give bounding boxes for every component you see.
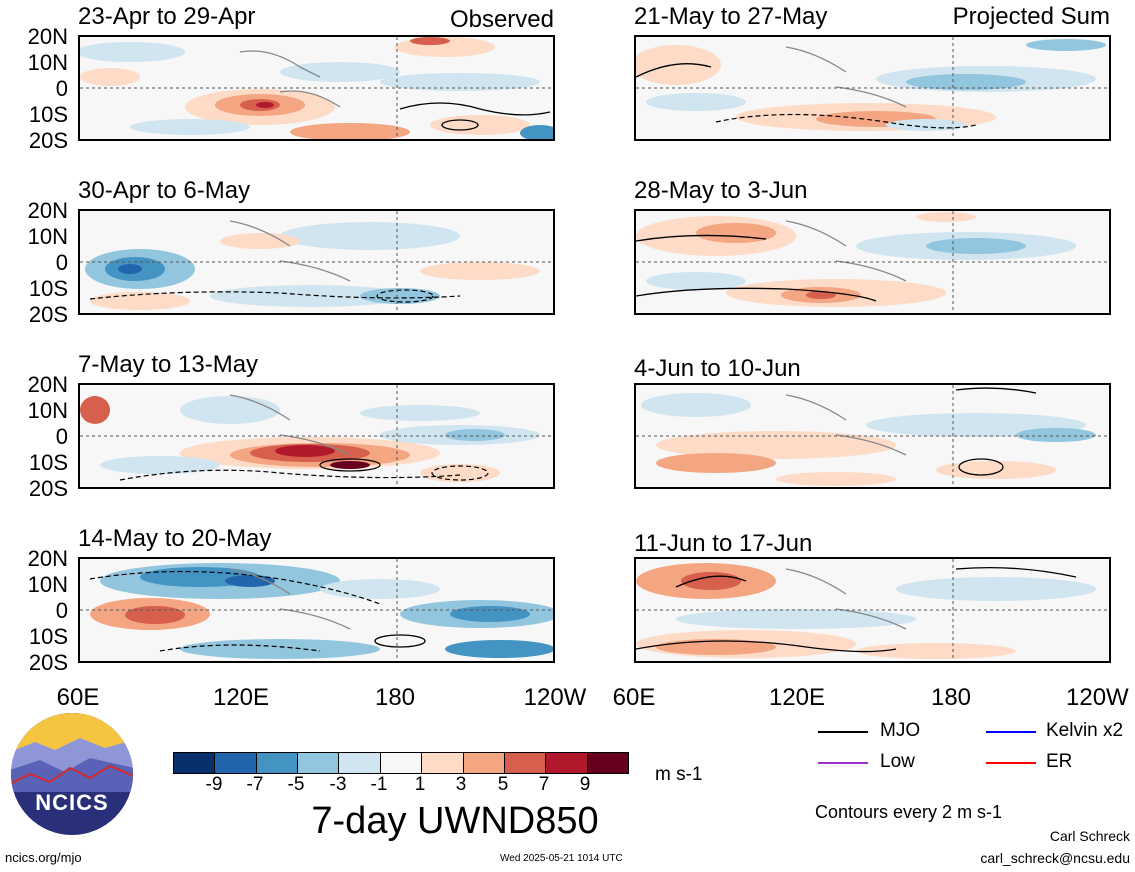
lat-label: 0 xyxy=(55,76,68,101)
lon-label: 180 xyxy=(374,684,416,711)
footer-email: carl_schreck@ncsu.edu xyxy=(980,850,1130,866)
lon-label: 120W xyxy=(523,684,587,711)
lat-label: 0 xyxy=(55,424,68,449)
panel-title-1: 23-Apr to 29-Apr xyxy=(78,3,256,30)
legend-label-low: Low xyxy=(880,751,915,772)
lon-label: 180 xyxy=(930,684,972,711)
panel-title-4: 14-May to 20-May xyxy=(78,525,272,552)
colorbar-label: -3 xyxy=(329,774,347,795)
colorbar-label: 9 xyxy=(579,774,591,795)
lat-label: 20S xyxy=(28,476,68,501)
colorbar-label: -9 xyxy=(205,774,223,795)
panel-title-8: 11-Jun to 17-Jun xyxy=(634,530,813,557)
lat-label: 10S xyxy=(28,102,68,127)
map-panel-6 xyxy=(634,209,1111,315)
colorbar-swatch xyxy=(338,753,380,773)
colorbar-swatch xyxy=(379,753,422,773)
legend-label-mjo: MJO xyxy=(880,720,921,741)
colorbar-swatch xyxy=(503,753,546,773)
colorbar-label: 7 xyxy=(538,774,550,795)
lat-label: 10S xyxy=(28,276,68,301)
lat-label: 20N xyxy=(27,24,68,49)
lat-label: 20N xyxy=(27,198,68,223)
lon-label: 120E xyxy=(768,684,826,711)
colorbar-swatch xyxy=(586,753,628,773)
lat-label: 20N xyxy=(27,546,68,571)
colorbar-label: -1 xyxy=(370,774,388,795)
map-panel-1 xyxy=(78,35,555,141)
lat-label: 0 xyxy=(55,598,68,623)
panel-title-3: 7-May to 13-May xyxy=(78,351,259,378)
colorbar-swatch xyxy=(174,753,215,773)
panel-title-7: 4-Jun to 10-Jun xyxy=(634,355,801,382)
colorbar-swatch xyxy=(297,753,339,773)
lat-label: 10N xyxy=(27,398,68,423)
lon-label: 120W xyxy=(1066,684,1129,711)
ncics-logo: NCICS xyxy=(10,712,134,836)
panel-title-6: 28-May to 3-Jun xyxy=(634,177,808,204)
contour-note: Contours every 2 m s-1 xyxy=(815,802,1003,822)
colorbar-swatch xyxy=(545,753,587,773)
lat-label: 20S xyxy=(28,302,68,327)
colorbar-label: -5 xyxy=(287,774,305,795)
lat-label: 10N xyxy=(27,50,68,75)
lat-label: 20S xyxy=(28,128,68,153)
legend-line-kelvin xyxy=(986,731,1036,733)
colorbar-label: 5 xyxy=(497,774,509,795)
lon-label: 120E xyxy=(212,684,270,711)
footer-author: Carl Schreck xyxy=(1049,828,1130,844)
observed-label: Observed xyxy=(449,6,554,33)
map-panel-3 xyxy=(78,383,555,489)
panel-title-2: 30-Apr to 6-May xyxy=(78,177,251,204)
map-panel-5 xyxy=(634,35,1111,141)
legend-line-low xyxy=(818,762,868,764)
lat-label: 10S xyxy=(28,450,68,475)
legend-line-er xyxy=(986,762,1036,764)
colorbar-label: 1 xyxy=(414,774,426,795)
lat-label: 10N xyxy=(27,572,68,597)
colorbar-swatch xyxy=(462,753,504,773)
lat-label: 20S xyxy=(28,650,68,675)
lat-label: 20N xyxy=(27,372,68,397)
map-panel-4 xyxy=(78,557,555,663)
main-title: 7-day UWND850 xyxy=(311,800,599,842)
legend-label-er: ER xyxy=(1046,751,1073,772)
lon-label: 60E xyxy=(612,684,656,711)
colorbar-swatch xyxy=(421,753,463,773)
lat-label: 0 xyxy=(55,250,68,275)
lon-label: 60E xyxy=(56,684,100,711)
colorbar-units: m s-1 xyxy=(655,764,703,785)
footer-timestamp: Wed 2025-05-21 1014 UTC xyxy=(500,853,623,864)
colorbar-swatch xyxy=(214,753,256,773)
footer-site: ncics.org/mjo xyxy=(5,850,82,865)
map-panel-7 xyxy=(634,383,1111,489)
panel-title-5: 21-May to 27-May xyxy=(634,3,828,30)
legend-label-kelvin: Kelvin x2 xyxy=(1046,720,1124,741)
lat-label: 10N xyxy=(27,224,68,249)
colorbar-label: -7 xyxy=(246,774,264,795)
map-panel-8 xyxy=(634,557,1111,663)
projected-sum-label: Projected Sum xyxy=(952,3,1110,30)
lat-label: 10S xyxy=(28,624,68,649)
colorbar-label: 3 xyxy=(455,774,467,795)
colorbar-swatch xyxy=(255,753,298,773)
legend-line-mjo xyxy=(818,731,868,733)
colorbar xyxy=(173,752,629,774)
map-panel-2 xyxy=(78,209,555,315)
logo-text: NCICS xyxy=(35,790,109,815)
